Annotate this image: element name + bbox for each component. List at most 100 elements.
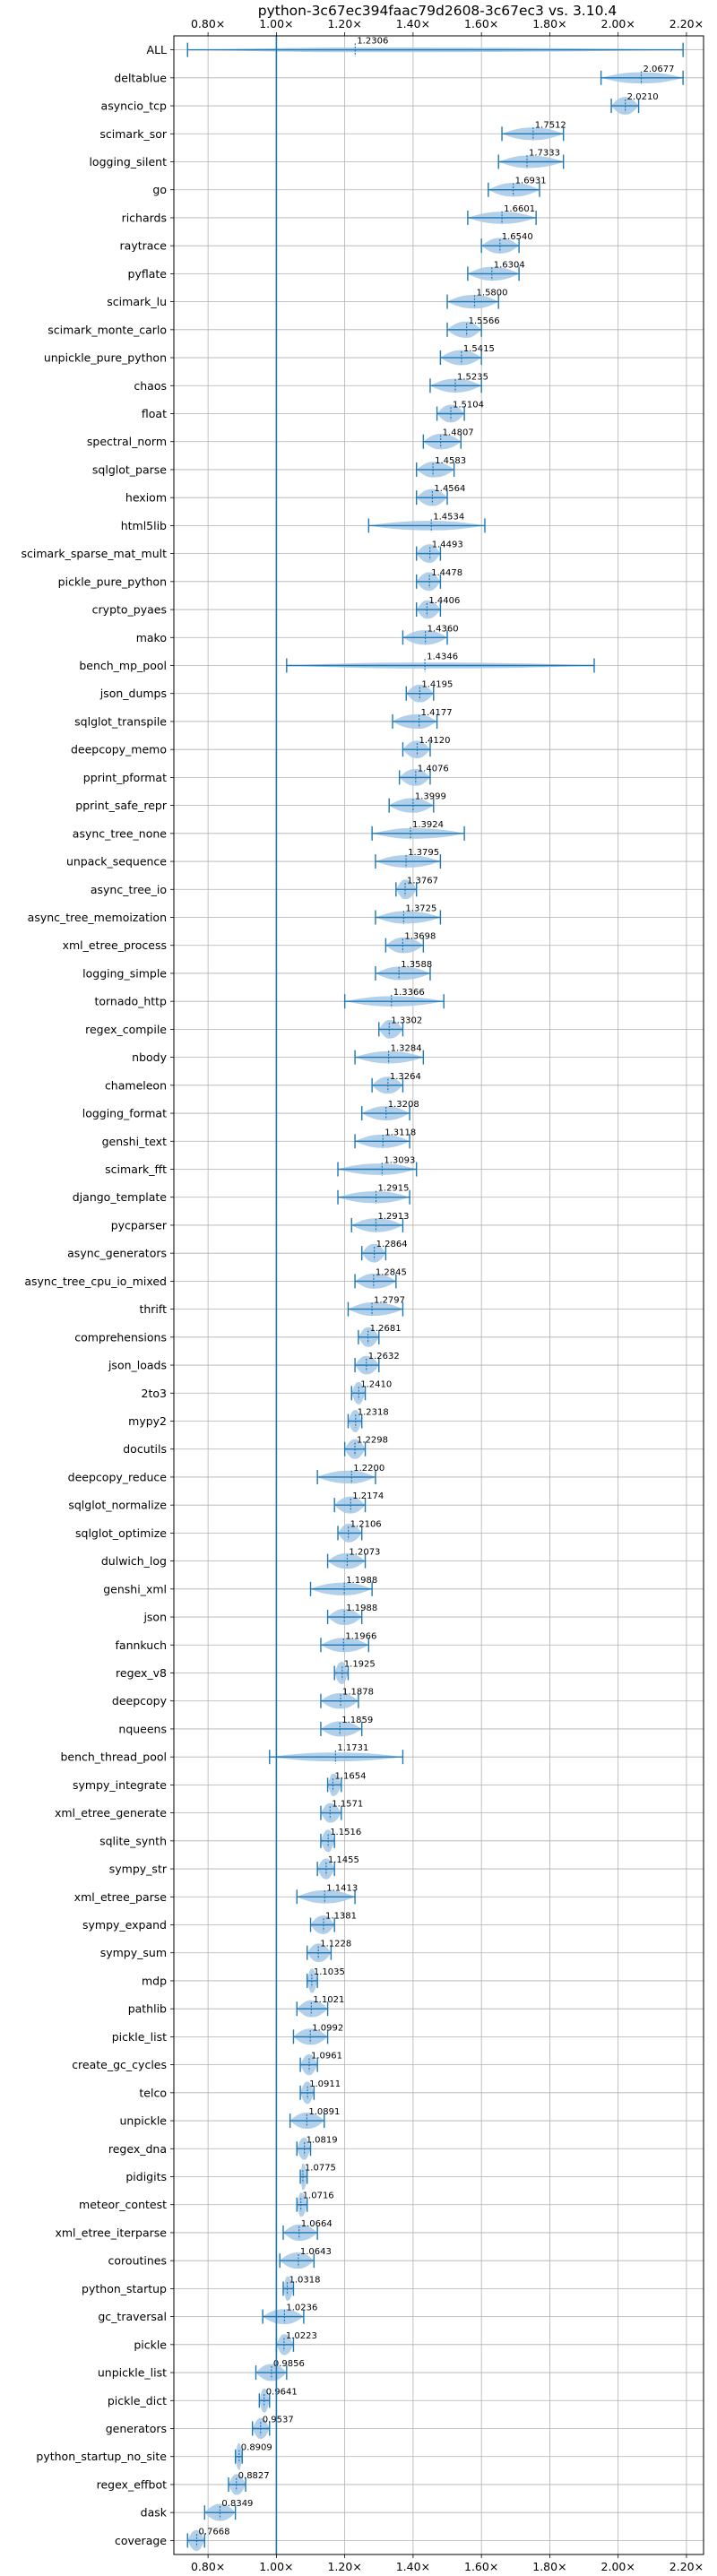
data-label-sympy_integrate: 1.1654 — [334, 1771, 366, 1781]
y-tick-label: json_loads — [108, 1359, 167, 1372]
x-tick-label-top: 0.80× — [191, 17, 225, 30]
data-label-mako: 1.4360 — [428, 624, 459, 634]
data-label-async_tree_none: 1.3924 — [412, 820, 444, 830]
x-tick-label-bottom: 1.60× — [464, 2560, 498, 2572]
y-tick-label: dulwich_log — [101, 1554, 167, 1568]
x-tick-label-top: 1.00× — [259, 17, 293, 30]
y-tick-label: unpickle_pure_python — [44, 351, 167, 365]
x-tick-label-top: 1.60× — [464, 17, 498, 30]
x-tick-label-bottom: 1.20× — [327, 2560, 361, 2572]
y-tick-label: tornado_http — [94, 995, 167, 1008]
data-label-meteor_contest: 1.0716 — [303, 2191, 334, 2201]
y-tick-label: pidigits — [125, 2170, 167, 2183]
x-tick-label-bottom: 2.20× — [669, 2560, 704, 2572]
data-label-ALL: 1.2306 — [357, 37, 388, 47]
data-label-mypy2: 1.2318 — [358, 1408, 389, 1418]
data-label-sympy_expand: 1.1381 — [325, 1912, 357, 1922]
y-tick-label: docutils — [123, 1442, 167, 1456]
data-label-html5lib: 1.4534 — [433, 512, 464, 522]
y-tick-label: coverage — [115, 2534, 167, 2547]
data-label-unpickle: 1.0891 — [308, 2107, 340, 2117]
data-label-2to3: 1.2410 — [360, 1379, 392, 1389]
data-label-hexiom: 1.4564 — [434, 484, 465, 494]
y-tick-label: meteor_contest — [79, 2198, 167, 2211]
y-tick-label: go — [152, 183, 167, 196]
y-tick-label: comprehensions — [74, 1330, 167, 1344]
data-label-dulwich_log: 1.2073 — [349, 1548, 380, 1558]
data-label-float: 1.5104 — [453, 401, 484, 411]
data-label-sqlglot_transpile: 1.4177 — [421, 708, 453, 718]
x-tick-label-top: 1.20× — [327, 17, 361, 30]
x-tick-label-top: 1.40× — [396, 17, 430, 30]
y-tick-label: nbody — [132, 1050, 167, 1064]
data-label-json_dumps: 1.4195 — [421, 680, 453, 690]
data-label-async_tree_cpu_io_mixed: 1.2845 — [376, 1267, 407, 1277]
y-tick-label: 2to3 — [142, 1387, 167, 1400]
data-label-richards: 1.6601 — [504, 204, 535, 214]
data-label-django_template: 1.2915 — [378, 1184, 410, 1194]
data-label-coverage: 0.7668 — [198, 2527, 229, 2537]
data-label-spectral_norm: 1.4807 — [443, 428, 474, 438]
data-label-async_generators: 1.2864 — [376, 1240, 408, 1249]
data-label-scimark_lu: 1.5800 — [477, 289, 508, 298]
y-tick-label: sympy_expand — [82, 1918, 167, 1932]
y-tick-label: xml_etree_generate — [55, 1806, 167, 1820]
data-label-chameleon: 1.3264 — [390, 1072, 421, 1082]
data-label-sqlglot_optimize: 1.2106 — [350, 1519, 382, 1529]
y-tick-label: deepcopy — [112, 1694, 168, 1707]
y-tick-label: richards — [122, 211, 167, 224]
x-tick-label-bottom: 0.80× — [191, 2560, 225, 2572]
data-label-logging_format: 1.3208 — [388, 1100, 419, 1110]
y-tick-label: unpack_sequence — [66, 855, 167, 869]
data-label-bench_mp_pool: 1.4346 — [427, 653, 458, 662]
data-label-fannkuch: 1.1966 — [345, 1631, 376, 1641]
y-tick-label: pickle_pure_python — [58, 575, 167, 588]
y-tick-label: regex_effbot — [97, 2477, 167, 2491]
y-tick-label: scimark_fft — [105, 1163, 167, 1176]
y-tick-label: regex_v8 — [116, 1666, 167, 1680]
data-label-python_startup: 1.0318 — [289, 2275, 321, 2285]
y-tick-label: async_tree_cpu_io_mixed — [24, 1275, 167, 1288]
data-label-logging_silent: 1.7333 — [529, 149, 560, 159]
y-tick-label: sqlite_synth — [99, 1834, 167, 1847]
y-tick-label: python_startup — [82, 2282, 167, 2295]
data-label-json_loads: 1.2632 — [368, 1352, 400, 1361]
data-label-async_tree_memoization: 1.3725 — [405, 904, 436, 914]
data-label-pprint_pformat: 1.4076 — [418, 764, 449, 774]
y-tick-label: pyflate — [128, 267, 168, 281]
y-tick-label: sympy_integrate — [73, 1778, 167, 1792]
data-label-pickle_dict: 0.9641 — [266, 2387, 298, 2397]
y-tick-label: create_gc_cycles — [72, 2058, 167, 2071]
y-tick-label: xml_etree_process — [63, 938, 167, 952]
y-tick-label: coroutines — [108, 2254, 167, 2268]
y-tick-label: python_startup_no_site — [36, 2450, 167, 2463]
y-tick-label: generators — [106, 2422, 167, 2435]
y-tick-label: gc_traversal — [98, 2310, 167, 2323]
data-label-deltablue: 2.0677 — [643, 65, 674, 74]
y-tick-label: deepcopy_reduce — [68, 1470, 168, 1483]
x-tick-label-top: 2.20× — [669, 17, 704, 30]
y-tick-label: logging_silent — [89, 155, 167, 169]
y-tick-label: mypy2 — [128, 1414, 167, 1428]
chart-title: python-3c67ec394faac79d2608-3c67ec3 vs. … — [258, 3, 618, 19]
data-label-coroutines: 1.0643 — [300, 2247, 332, 2257]
data-label-pickle: 1.0223 — [286, 2331, 317, 2341]
gridlines — [174, 36, 704, 2554]
y-tick-label: raytrace — [120, 239, 168, 253]
data-label-regex_v8: 1.1925 — [344, 1660, 376, 1670]
data-label-regex_compile: 1.3302 — [391, 1016, 422, 1025]
y-tick-label: dask — [141, 2506, 168, 2520]
data-label-thrift: 1.2797 — [374, 1296, 405, 1306]
y-tick-label: html5lib — [121, 519, 167, 532]
y-tick-label: scimark_monte_carlo — [48, 323, 167, 336]
y-tick-label: telco — [139, 2086, 167, 2099]
y-tick-label: bench_thread_pool — [60, 1750, 167, 1764]
y-tick-label: scimark_sor — [99, 127, 167, 141]
data-label-sqlglot_normalize: 1.2174 — [352, 1491, 384, 1501]
y-tick-label: hexiom — [125, 491, 167, 505]
data-label-sympy_str: 1.1455 — [328, 1855, 359, 1865]
axes: 0.80× 0.80× 1.00× 1.00× 1.20× 1.20× 1.40× 1.40×… — [22, 17, 704, 2573]
data-label-crypto_pyaes: 1.4406 — [428, 596, 460, 606]
data-label-scimark_sparse_mat_mult: 1.4493 — [432, 540, 463, 550]
y-tick-label: pickle_dict — [108, 2394, 167, 2407]
